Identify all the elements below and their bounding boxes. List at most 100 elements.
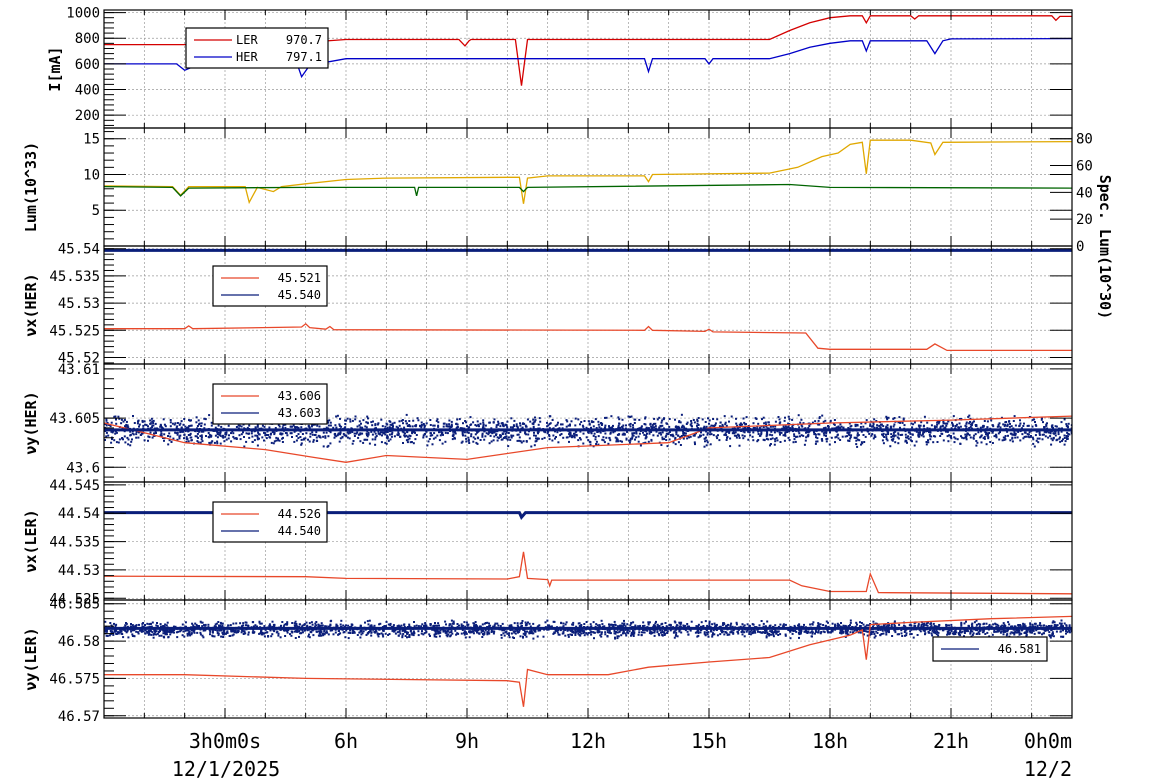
- scatter-point: [643, 631, 646, 634]
- scatter-point: [286, 631, 289, 634]
- scatter-point: [595, 427, 598, 429]
- scatter-point: [526, 418, 529, 421]
- scatter-point: [332, 426, 335, 429]
- scatter-point: [845, 632, 848, 635]
- scatter-point: [440, 431, 443, 434]
- scatter-point: [1018, 629, 1021, 632]
- scatter-point: [135, 436, 138, 439]
- scatter-point: [558, 427, 561, 430]
- scatter-point: [1034, 434, 1037, 437]
- scatter-point: [821, 414, 824, 417]
- scatter-point: [722, 630, 725, 633]
- scatter-point: [521, 624, 523, 627]
- scatter-point: [271, 620, 274, 623]
- scatter-point: [872, 425, 874, 428]
- scatter-point: [446, 635, 449, 638]
- scatter-point: [995, 436, 998, 439]
- scatter-point: [398, 420, 401, 423]
- scatter-point: [167, 630, 170, 633]
- scatter-point: [365, 421, 368, 424]
- scatter-point: [770, 430, 773, 433]
- scatter-point: [692, 434, 695, 437]
- scatter-point: [1059, 630, 1062, 633]
- scatter-point: [461, 427, 464, 430]
- scatter-point: [246, 426, 249, 429]
- scatter-point: [672, 435, 675, 438]
- scatter-point: [865, 624, 868, 627]
- scatter-point: [761, 631, 764, 634]
- scatter-point: [519, 440, 522, 443]
- scatter-point: [876, 632, 879, 634]
- scatter-point: [420, 632, 423, 635]
- scatter-point: [375, 630, 378, 633]
- scatter-point: [544, 621, 547, 624]
- scatter-point: [697, 417, 700, 419]
- scatter-point: [240, 425, 243, 428]
- scatter-point: [697, 623, 700, 626]
- scatter-point: [404, 432, 406, 435]
- scatter-point: [162, 629, 165, 632]
- scatter-point: [490, 431, 492, 434]
- scatter-point: [167, 443, 170, 446]
- scatter-point: [247, 625, 250, 627]
- scatter-point: [652, 422, 655, 425]
- scatter-point: [848, 440, 851, 442]
- scatter-point: [151, 621, 154, 624]
- scatter-point: [819, 623, 822, 626]
- scatter-point: [386, 426, 389, 429]
- scatter-point: [606, 629, 609, 631]
- scatter-point: [671, 433, 674, 436]
- scatter-point: [661, 419, 664, 422]
- scatter-point: [557, 421, 559, 424]
- scatter-point: [793, 624, 796, 627]
- scatter-point: [481, 623, 484, 626]
- scatter-point: [684, 629, 687, 632]
- scatter-point: [855, 436, 858, 439]
- scatter-point: [981, 426, 984, 429]
- scatter-point: [403, 623, 406, 626]
- scatter-point: [190, 419, 192, 422]
- scatter-point: [623, 433, 626, 436]
- scatter-point: [797, 414, 800, 417]
- scatter-point: [909, 633, 912, 636]
- scatter-point: [978, 629, 981, 632]
- scatter-point: [823, 631, 826, 634]
- scatter-point: [793, 433, 796, 436]
- scatter-point: [882, 425, 885, 428]
- scatter-point: [935, 633, 938, 636]
- scatter-point: [764, 625, 767, 628]
- scatter-point: [912, 636, 915, 639]
- scatter-point: [834, 625, 836, 628]
- scatter-point: [446, 432, 449, 435]
- scatter-point: [722, 425, 725, 428]
- scatter-point: [622, 631, 625, 634]
- scatter-point: [798, 426, 801, 429]
- scatter-point: [998, 422, 1001, 425]
- scatter-point: [286, 622, 289, 625]
- scatter-point: [111, 630, 114, 633]
- scatter-point: [122, 420, 125, 423]
- scatter-point: [221, 435, 224, 438]
- scatter-point: [656, 623, 659, 626]
- scatter-point: [621, 622, 624, 625]
- scatter-point: [1054, 432, 1057, 435]
- scatter-point: [661, 424, 664, 427]
- scatter-point: [1011, 440, 1014, 443]
- scatter-point: [958, 418, 961, 420]
- scatter-point: [911, 440, 913, 443]
- scatter-point: [1057, 431, 1060, 434]
- scatter-point: [770, 633, 772, 636]
- scatter-point: [614, 637, 617, 640]
- scatter-point: [661, 631, 664, 634]
- scatter-point: [975, 444, 978, 447]
- scatter-point: [728, 430, 731, 433]
- scatter-point: [483, 438, 486, 441]
- scatter-point: [660, 433, 663, 436]
- scatter-point: [196, 425, 199, 427]
- scatter-point: [135, 630, 138, 633]
- scatter-point: [416, 417, 419, 420]
- scatter-point: [232, 630, 235, 633]
- scatter-point: [817, 433, 820, 436]
- scatter-point: [803, 623, 805, 626]
- scatter-point: [519, 635, 522, 638]
